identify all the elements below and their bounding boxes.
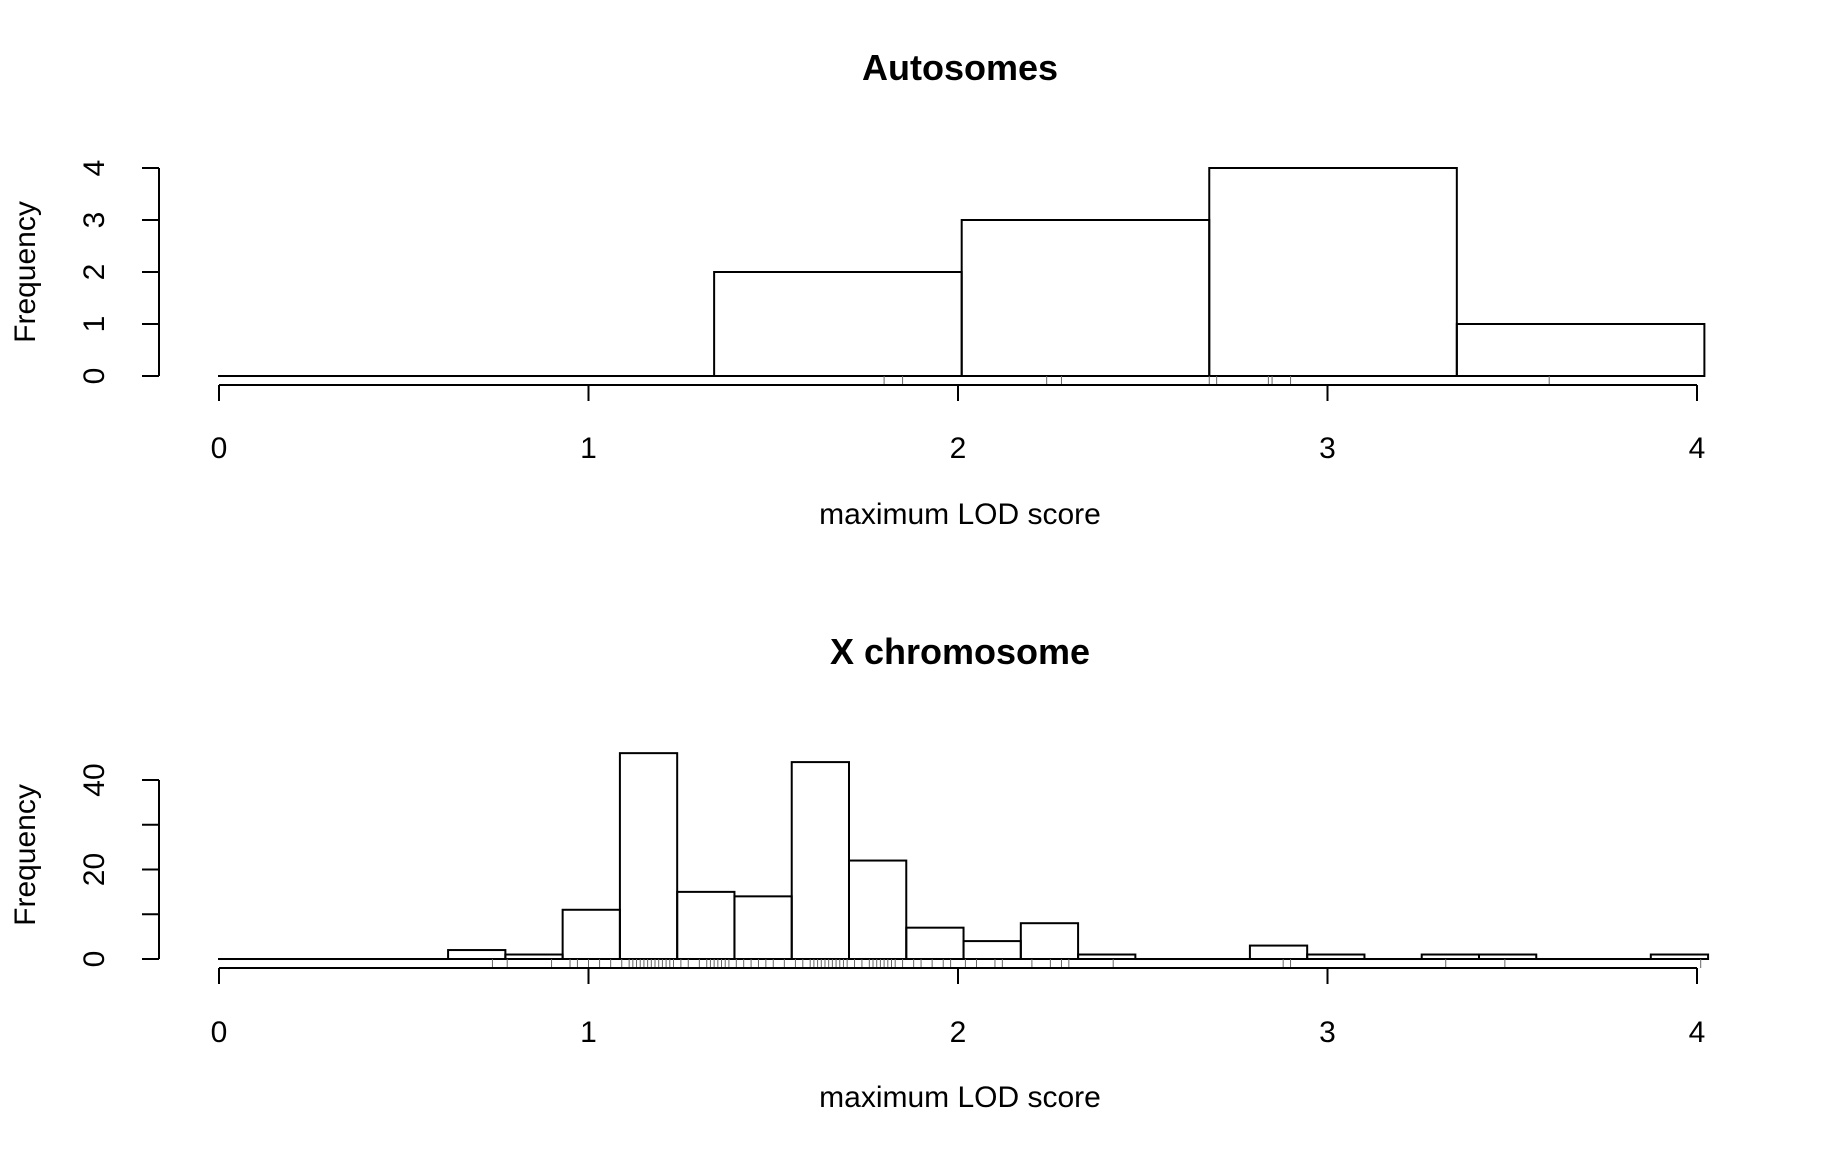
x-axis-label: maximum LOD score bbox=[819, 498, 1101, 531]
x-tick-label: 3 bbox=[1319, 432, 1336, 465]
rug-marks bbox=[883, 376, 1550, 385]
x-axis: 0 1 2 3 4 bbox=[211, 384, 1706, 465]
histogram-bar bbox=[1248, 944, 1309, 961]
bar-group bbox=[218, 752, 1710, 961]
x-axis: 0 1 2 3 4 bbox=[211, 967, 1706, 1049]
x-axis-label: maximum LOD score bbox=[819, 1081, 1101, 1114]
histogram-bar bbox=[733, 895, 793, 960]
autosomes-histogram: Autosomes maximum LOD score Frequency 0 1… bbox=[9, 47, 1706, 531]
histogram-bar bbox=[847, 859, 908, 960]
y-tick-label: 40 bbox=[78, 763, 111, 796]
x-tick-label: 0 bbox=[211, 432, 228, 465]
histogram-bar bbox=[960, 219, 1211, 377]
histogram-bar bbox=[1649, 953, 1710, 961]
y-tick-label: 0 bbox=[78, 951, 111, 968]
histogram-bar bbox=[1019, 922, 1080, 961]
x-tick-label: 2 bbox=[950, 432, 967, 465]
histogram-bar bbox=[713, 271, 963, 377]
x-tick-label: 1 bbox=[580, 432, 597, 465]
chart-title: Autosomes bbox=[862, 47, 1058, 88]
x-tick-label: 3 bbox=[1319, 1016, 1336, 1049]
bar-group bbox=[218, 167, 1706, 378]
histogram-bar bbox=[1208, 167, 1458, 377]
x-tick-label: 2 bbox=[950, 1016, 967, 1049]
x-chromosome-histogram: X chromosome maximum LOD score Frequency… bbox=[9, 631, 1710, 1114]
histogram-bar bbox=[1477, 953, 1538, 961]
y-axis-label: Frequency bbox=[9, 201, 42, 343]
histogram-bar bbox=[1077, 953, 1137, 961]
histogram-bar bbox=[1306, 953, 1366, 961]
x-tick-label: 4 bbox=[1689, 1016, 1706, 1049]
histogram-bar bbox=[676, 890, 736, 960]
histogram-bar bbox=[504, 953, 564, 961]
y-tick-label: 4 bbox=[78, 160, 111, 177]
x-tick-label: 1 bbox=[580, 1016, 597, 1049]
histogram-bar bbox=[962, 940, 1022, 960]
x-tick-label: 4 bbox=[1689, 432, 1706, 465]
histogram-bar bbox=[1420, 953, 1480, 961]
y-axis: 0 1 2 3 4 bbox=[78, 160, 160, 385]
histogram-bar bbox=[790, 761, 850, 960]
x-tick-label: 0 bbox=[211, 1016, 228, 1049]
histogram-bar bbox=[1455, 323, 1706, 377]
y-tick-label: 20 bbox=[78, 853, 111, 886]
chart-title: X chromosome bbox=[830, 631, 1090, 672]
y-axis-label: Frequency bbox=[9, 784, 42, 926]
histogram-bar bbox=[618, 752, 679, 961]
histogram-bar bbox=[447, 949, 507, 960]
y-tick-label: 0 bbox=[78, 368, 111, 385]
histogram-bar bbox=[905, 926, 965, 960]
y-tick-label: 1 bbox=[78, 316, 111, 333]
y-tick-label: 2 bbox=[78, 264, 111, 281]
histogram-bar bbox=[561, 908, 621, 961]
rug-marks bbox=[491, 959, 1702, 968]
y-axis: 0 20 40 bbox=[78, 763, 160, 968]
y-tick-label: 3 bbox=[78, 212, 111, 229]
